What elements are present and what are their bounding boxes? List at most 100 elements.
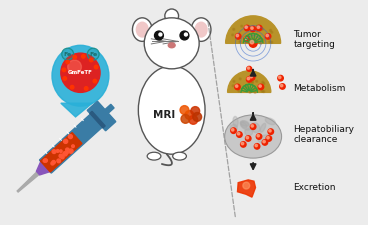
Circle shape (251, 81, 253, 83)
Circle shape (232, 34, 234, 36)
Ellipse shape (52, 45, 109, 106)
Circle shape (249, 39, 257, 47)
Circle shape (247, 67, 250, 69)
Circle shape (66, 151, 68, 154)
Circle shape (237, 132, 242, 137)
Circle shape (70, 86, 74, 89)
Circle shape (180, 31, 189, 40)
Circle shape (57, 159, 61, 163)
Circle shape (245, 136, 251, 141)
Circle shape (250, 26, 255, 32)
Circle shape (191, 107, 200, 115)
Circle shape (189, 115, 198, 124)
Circle shape (244, 36, 249, 42)
Circle shape (61, 53, 100, 92)
Circle shape (232, 85, 234, 87)
Circle shape (247, 77, 250, 80)
Circle shape (254, 41, 256, 43)
Circle shape (254, 144, 260, 149)
Circle shape (62, 68, 66, 72)
Circle shape (280, 84, 285, 89)
Circle shape (159, 33, 162, 36)
Circle shape (235, 84, 240, 90)
Polygon shape (39, 114, 102, 173)
Circle shape (279, 76, 281, 79)
Circle shape (56, 150, 59, 152)
Circle shape (241, 142, 246, 147)
Circle shape (254, 91, 256, 93)
Circle shape (250, 91, 252, 92)
Ellipse shape (240, 121, 249, 126)
Text: Metabolism: Metabolism (293, 84, 346, 93)
Circle shape (250, 75, 252, 78)
Circle shape (263, 91, 265, 92)
Circle shape (52, 160, 55, 164)
Ellipse shape (260, 123, 266, 132)
Circle shape (66, 60, 70, 64)
Circle shape (252, 81, 254, 83)
Circle shape (66, 151, 68, 154)
Ellipse shape (137, 22, 148, 37)
Circle shape (241, 142, 244, 145)
Circle shape (238, 90, 240, 92)
Circle shape (68, 60, 81, 74)
Circle shape (231, 128, 236, 133)
Ellipse shape (265, 118, 275, 125)
Circle shape (259, 85, 261, 87)
Text: MRI: MRI (153, 110, 175, 120)
Circle shape (93, 79, 97, 83)
Circle shape (252, 78, 254, 80)
Circle shape (241, 25, 243, 27)
Text: Fe: Fe (89, 52, 97, 57)
Circle shape (269, 29, 272, 31)
Circle shape (181, 115, 190, 123)
Circle shape (259, 38, 261, 40)
Circle shape (269, 41, 270, 43)
Circle shape (246, 136, 249, 139)
Polygon shape (17, 172, 39, 192)
Ellipse shape (240, 121, 251, 130)
Circle shape (185, 110, 194, 119)
Circle shape (270, 41, 273, 43)
Circle shape (271, 31, 273, 33)
Wedge shape (226, 16, 280, 43)
Circle shape (52, 150, 56, 153)
Ellipse shape (195, 22, 207, 37)
Circle shape (245, 86, 247, 88)
Circle shape (266, 34, 269, 37)
Text: Tumor
targeting: Tumor targeting (293, 30, 335, 49)
Circle shape (263, 83, 265, 85)
Circle shape (180, 106, 189, 115)
Circle shape (94, 65, 98, 69)
Circle shape (89, 58, 93, 62)
Circle shape (258, 84, 264, 90)
Circle shape (61, 155, 64, 159)
Polygon shape (87, 101, 116, 131)
Circle shape (280, 84, 283, 87)
Circle shape (72, 145, 74, 148)
Circle shape (62, 48, 74, 60)
Circle shape (257, 26, 260, 28)
Circle shape (263, 140, 265, 143)
Circle shape (249, 91, 251, 93)
Circle shape (251, 27, 253, 29)
Text: Hepatobiliary
clearance: Hepatobiliary clearance (293, 125, 354, 144)
Circle shape (252, 79, 254, 81)
Polygon shape (36, 161, 50, 175)
Circle shape (253, 42, 255, 44)
Circle shape (244, 37, 247, 40)
Circle shape (60, 150, 62, 152)
Circle shape (51, 162, 54, 165)
Ellipse shape (168, 43, 175, 48)
Circle shape (236, 34, 241, 39)
Circle shape (82, 55, 85, 58)
Circle shape (250, 124, 256, 129)
Ellipse shape (132, 18, 152, 41)
Wedge shape (228, 71, 271, 92)
Circle shape (87, 48, 99, 60)
Circle shape (262, 140, 268, 145)
Circle shape (239, 40, 241, 43)
Polygon shape (90, 111, 105, 128)
Polygon shape (40, 133, 82, 172)
Circle shape (233, 80, 235, 82)
